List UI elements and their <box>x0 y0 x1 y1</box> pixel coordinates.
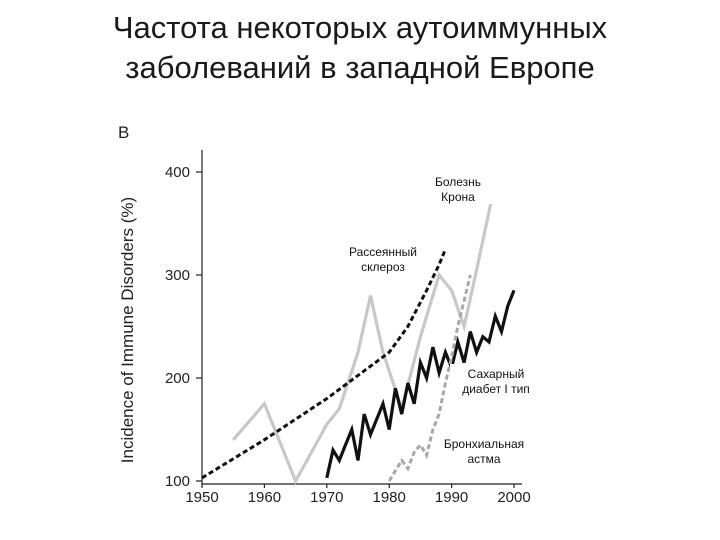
x-tick-label: 1980 <box>373 489 406 506</box>
slide-title-line-2: заболеваний в западной Европе <box>125 50 595 85</box>
series-annotation: Рассеянный <box>349 245 417 259</box>
y-tick-label: 300 <box>165 267 190 284</box>
cropped-caption-remnant <box>0 528 720 540</box>
annotation-backdrop <box>412 172 504 204</box>
y-tick-label: 100 <box>165 473 190 490</box>
series-annotation: Крона <box>441 190 475 204</box>
series-line-2 <box>201 248 447 480</box>
series-group <box>201 181 516 485</box>
annotation-backdrop <box>438 434 530 466</box>
x-tick-label: 1960 <box>248 489 281 506</box>
series-annotation: склероз <box>361 260 405 274</box>
y-tick-label: 400 <box>165 164 190 181</box>
x-tick-label: 1990 <box>435 489 468 506</box>
series-annotation: Бронхиальная <box>444 437 524 451</box>
y-axis-label: Incidence of Immune Disorders (%) <box>118 197 137 463</box>
panel-label: B <box>118 123 129 142</box>
annotation-backdrop <box>450 364 542 396</box>
axis-ticks: 100 200 300 400 1950 1960 1970 1980 1990 2000 <box>165 164 531 506</box>
x-tick-label: 2000 <box>497 489 530 506</box>
annotation-backdrop <box>337 242 429 274</box>
x-tick-label: 1950 <box>185 489 218 506</box>
series-annotation: Болезнь <box>435 175 481 189</box>
series-annotation: диабет I тип <box>462 382 530 396</box>
slide-title-line-1: Частота некоторых аутоиммунных <box>112 10 608 45</box>
series-annotation: астма <box>467 452 500 466</box>
series-line-3 <box>325 289 516 479</box>
x-tick-label: 1970 <box>310 489 343 506</box>
slide-title: Частота некоторых аутоиммунных заболеван… <box>0 8 720 88</box>
series-line-4 <box>387 274 472 482</box>
y-tick-label: 200 <box>165 370 190 387</box>
series-annotation: Сахарный <box>468 367 525 381</box>
